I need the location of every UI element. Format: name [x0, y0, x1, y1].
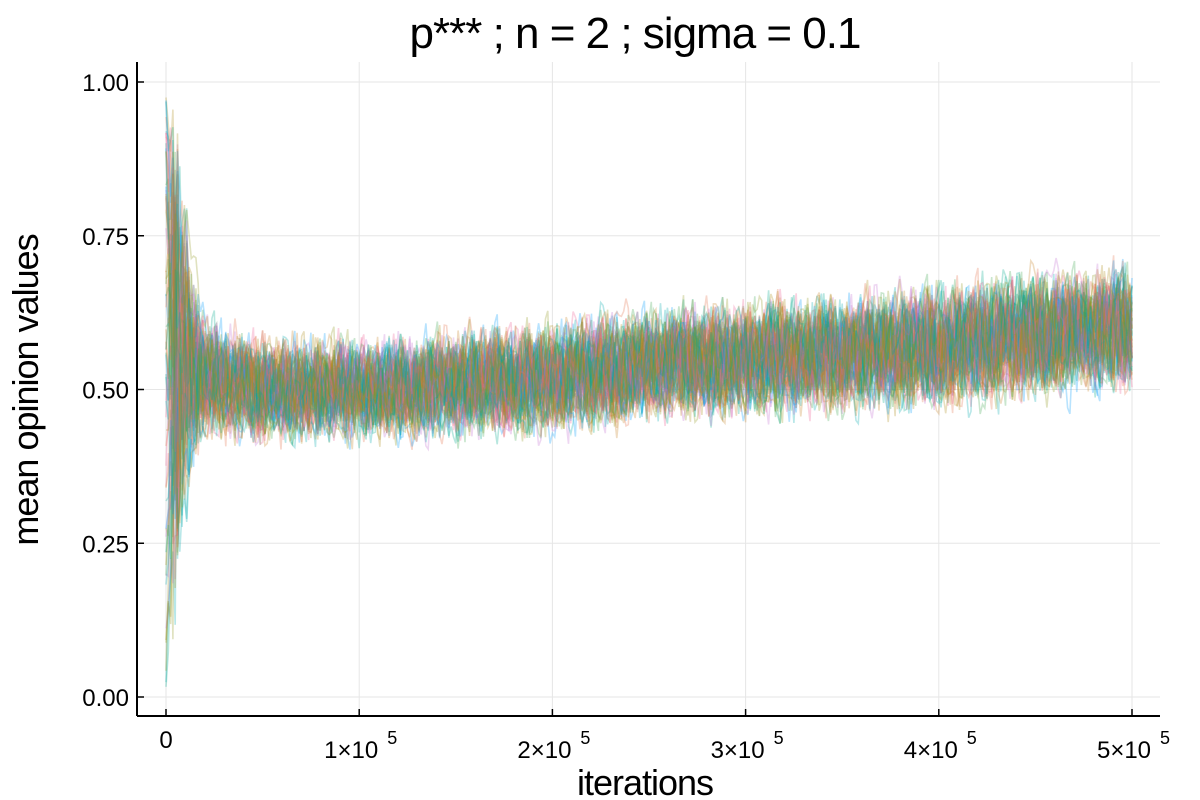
x-axis-label: iterations	[577, 762, 713, 800]
x-tick-label: 4×10	[904, 737, 958, 764]
series-line	[165, 229, 1133, 552]
series-line	[165, 130, 1133, 523]
series-line	[165, 213, 1133, 449]
series-line	[165, 196, 1133, 493]
series-line	[165, 196, 1133, 450]
series-line	[165, 259, 1133, 487]
series-line	[165, 280, 1133, 449]
y-tick-label: 0.25	[82, 531, 129, 558]
x-ticks: 0 1×10 5 2×10 5 3×10 5 4×10 5 5×10 5	[159, 709, 1170, 764]
grid	[137, 62, 1160, 716]
series-line	[165, 263, 1133, 576]
series-line	[165, 276, 1133, 643]
series-line	[165, 100, 1133, 444]
series-line	[165, 269, 1133, 559]
series-line	[165, 149, 1133, 448]
series-line	[165, 282, 1133, 589]
series-line	[165, 226, 1133, 559]
x-tick-label: 1×10	[324, 737, 378, 764]
series-line	[165, 174, 1133, 491]
series-line	[165, 279, 1133, 580]
series-line	[165, 133, 1133, 442]
x-tick-label: 0	[159, 727, 172, 754]
series-line	[165, 170, 1133, 443]
series-line	[165, 229, 1133, 500]
series-line	[165, 235, 1133, 443]
series-line	[165, 234, 1133, 449]
series-line	[165, 117, 1133, 443]
series-group	[165, 97, 1133, 687]
y-tick-label: 0.00	[82, 685, 129, 712]
series-line	[165, 136, 1133, 444]
series-line	[165, 260, 1133, 529]
x-tick-label: 2×10	[517, 737, 571, 764]
series-line	[165, 210, 1133, 556]
y-tick-label: 0.50	[82, 378, 129, 405]
series-line	[165, 228, 1133, 517]
series-line	[165, 97, 1133, 524]
series-line	[165, 144, 1133, 444]
series-line	[165, 101, 1133, 449]
series-line	[165, 267, 1133, 532]
series-line	[165, 151, 1133, 508]
series-line	[165, 242, 1133, 519]
series-line	[165, 211, 1133, 446]
series-line	[165, 132, 1133, 441]
chart-title: p*** ; n = 2 ; sigma = 0.1	[410, 9, 861, 58]
series-line	[165, 275, 1133, 536]
series-line	[165, 265, 1133, 641]
series-line	[165, 269, 1133, 510]
y-tick-label: 1.00	[82, 70, 129, 97]
series-line	[165, 269, 1133, 495]
series-line	[165, 271, 1133, 529]
y-ticks: 0.00 0.25 0.50 0.75 1.00	[82, 70, 144, 712]
series-line	[165, 143, 1133, 445]
series-line	[165, 269, 1133, 502]
x-tick-label: 3×10	[711, 737, 765, 764]
series-line	[165, 277, 1133, 526]
x-tick-exponent: 5	[967, 728, 977, 748]
series-line	[165, 221, 1133, 671]
x-tick-exponent: 5	[1160, 728, 1170, 748]
x-tick-exponent: 5	[387, 728, 397, 748]
series-line	[165, 208, 1133, 683]
series-line	[165, 260, 1133, 487]
x-tick-label: 5×10	[1097, 737, 1151, 764]
series-line	[165, 193, 1133, 513]
series-line	[165, 127, 1133, 489]
series-line	[165, 194, 1133, 548]
series-line	[165, 243, 1133, 501]
y-tick-label: 0.75	[82, 224, 129, 251]
series-line	[165, 266, 1133, 488]
x-tick-exponent: 5	[580, 728, 590, 748]
series-line	[165, 151, 1133, 441]
series-line	[165, 209, 1133, 450]
series-line	[165, 272, 1133, 687]
series-line	[165, 252, 1133, 456]
series-line	[165, 148, 1133, 450]
y-axis-label: mean opinion values	[5, 234, 46, 545]
series-line	[165, 195, 1133, 448]
series-line	[165, 225, 1133, 629]
x-tick-exponent: 5	[774, 728, 784, 748]
series-line	[165, 203, 1133, 585]
series-line	[165, 270, 1133, 545]
series-line	[165, 220, 1133, 578]
